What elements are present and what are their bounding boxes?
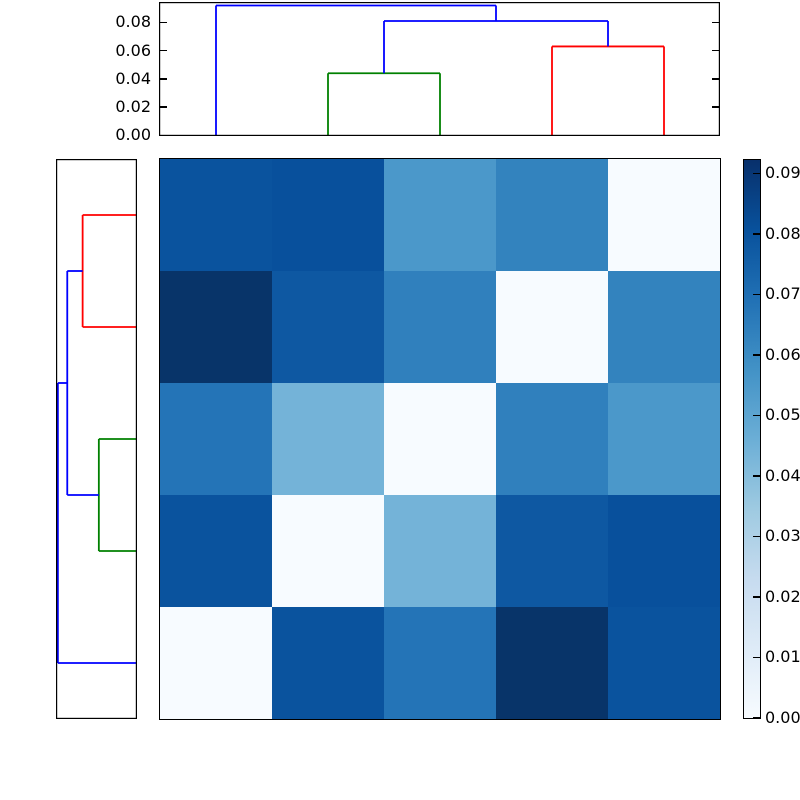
heatmap-cell-r2c5 [608, 271, 720, 383]
heatmap-cell-r4c3 [384, 495, 496, 607]
heatmap-cell-r5c2 [272, 607, 384, 719]
heatmap-cell-r2c3 [384, 271, 496, 383]
top-axis-tick-label: 0.00 [115, 125, 151, 145]
colorbar-gradient [744, 160, 760, 718]
colorbar-tick [753, 414, 760, 417]
colorbar-tick [753, 656, 760, 659]
top-axis-tick-label: 0.06 [115, 40, 151, 60]
colorbar-tick [753, 535, 760, 538]
heatmap-cell-r1c5 [608, 159, 720, 271]
heatmap-cell-r3c5 [608, 383, 720, 495]
top-axis-tick-right [712, 106, 719, 108]
colorbar-tick-label: 0.00 [765, 708, 800, 727]
top-axis-tick-left [160, 106, 167, 108]
heatmap-cell-r4c5 [608, 495, 720, 607]
top-axis-tick-left [160, 78, 167, 80]
colorbar-tick-label: 0.08 [765, 223, 800, 243]
colorbar-tick-label: 0.05 [765, 405, 800, 425]
top-axis-tick-left [160, 134, 167, 137]
axes-border [159, 2, 720, 137]
heatmap-cell-r3c4 [496, 383, 608, 495]
heatmap-cell-r2c1 [160, 271, 272, 383]
colorbar [743, 159, 761, 719]
left-dendrogram [56, 159, 138, 719]
colorbar-tick-label: 0.04 [765, 465, 800, 485]
colorbar-tick-label: 0.01 [765, 647, 800, 667]
heatmap-cell-r5c4 [496, 607, 608, 719]
colorbar-tick [753, 596, 760, 598]
heatmap-cell-r1c4 [496, 159, 608, 271]
top-axis-tick-right [712, 134, 719, 137]
heatmap-cell-r4c4 [496, 495, 608, 607]
colorbar-tick [753, 172, 760, 174]
heatmap-cell-r1c3 [384, 159, 496, 271]
colorbar-tick-label: 0.06 [765, 344, 800, 364]
heatmap-cell-r3c2 [272, 383, 384, 495]
heatmap-cell-r4c1 [160, 495, 272, 607]
heatmap-cell-r3c3 [384, 383, 496, 495]
heatmap-cell-r2c4 [496, 271, 608, 383]
colorbar-tick-label: 0.03 [765, 526, 800, 546]
heatmap-cell-r3c1 [160, 383, 272, 495]
top-axis-tick-right [712, 21, 719, 24]
heatmap-cell-r1c2 [272, 159, 384, 271]
top-axis-tick-label: 0.04 [115, 68, 151, 88]
top-axis-tick-left [160, 49, 167, 52]
top-axis-tick-right [712, 78, 719, 80]
axes-border [56, 159, 138, 719]
heatmap-cell-r5c5 [608, 607, 720, 719]
colorbar-tick [753, 354, 760, 356]
top-axis-tick-right [712, 49, 719, 52]
colorbar-tick [753, 475, 760, 477]
colorbar-tick-label: 0.07 [765, 284, 800, 304]
colorbar-tick-label: 0.09 [765, 163, 800, 183]
colorbar-tick [753, 293, 760, 296]
colorbar-tick-label: 0.02 [765, 586, 800, 606]
heatmap-cell-r2c2 [272, 271, 384, 383]
heatmap-cell-r5c3 [384, 607, 496, 719]
top-dendrogram [159, 2, 720, 137]
heatmap [159, 158, 721, 720]
heatmap-cell-r1c1 [160, 159, 272, 271]
heatmap-cell-r5c1 [160, 607, 272, 719]
top-axis-tick-left [160, 21, 167, 24]
top-axis-tick-label: 0.02 [115, 97, 151, 117]
colorbar-tick [753, 233, 760, 235]
heatmap-cell-r4c2 [272, 495, 384, 607]
colorbar-tick [753, 717, 760, 719]
top-axis-tick-label: 0.08 [115, 12, 151, 32]
